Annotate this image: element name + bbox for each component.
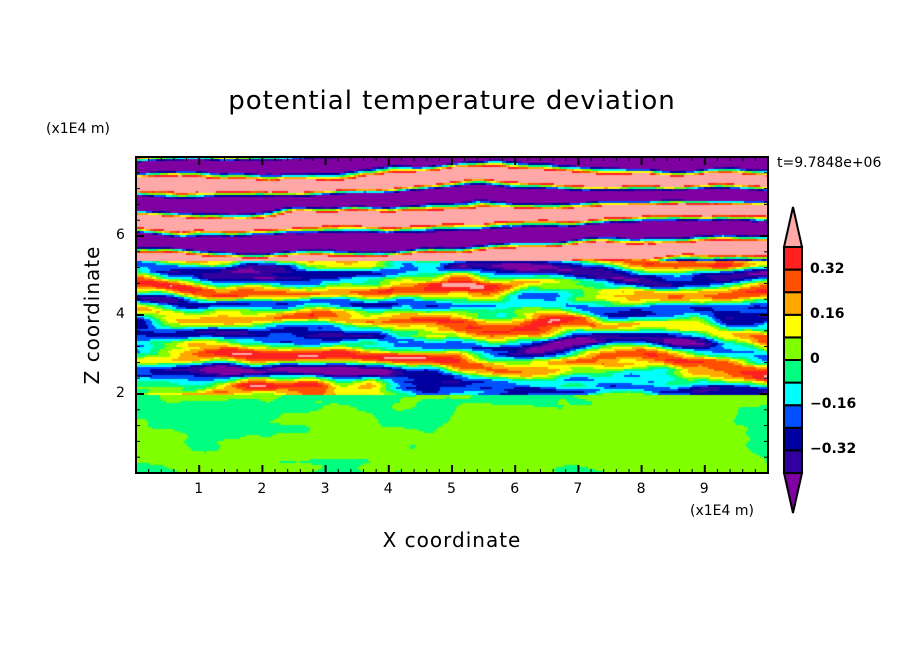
colorbar-label: 0.32 xyxy=(810,260,845,277)
colorbar-box xyxy=(783,404,803,429)
y-tick-label: 2 xyxy=(116,385,125,401)
colorbar-box xyxy=(783,291,803,316)
colorbar-box xyxy=(783,246,803,271)
chart-title: potential temperature deviation xyxy=(228,86,676,116)
colorbar-box xyxy=(783,426,803,452)
x-tick-label: 7 xyxy=(573,481,583,497)
colorbar-label: −0.16 xyxy=(810,396,857,413)
time-label: t=9.7848e+06 xyxy=(777,155,882,171)
y-axis-unit: (x1E4 m) xyxy=(46,121,110,137)
x-tick-label: 2 xyxy=(257,481,267,497)
colorbar-box xyxy=(783,336,803,361)
y-tick-label: 4 xyxy=(116,306,125,322)
x-tick-label: 9 xyxy=(699,481,709,497)
colorbar-box xyxy=(783,359,803,384)
colorbar-box xyxy=(783,449,803,474)
x-tick-label: 1 xyxy=(194,481,204,497)
colorbar-extend-high xyxy=(782,206,804,248)
x-tick-label: 4 xyxy=(383,481,393,497)
x-tick-label: 3 xyxy=(320,481,330,497)
colorbar-extend-low xyxy=(782,472,804,514)
x-axis-unit: (x1E4 m) xyxy=(690,503,754,519)
y-tick-label: 6 xyxy=(116,227,125,243)
colorbar-box xyxy=(783,313,803,339)
colorbar-box xyxy=(783,381,803,407)
x-tick-label: 8 xyxy=(636,481,646,497)
x-tick-label: 5 xyxy=(447,481,456,497)
x-tick-label: 6 xyxy=(510,481,520,497)
contour-field xyxy=(136,157,768,473)
colorbar-label: 0 xyxy=(810,351,820,367)
colorbar-label: 0.16 xyxy=(810,305,845,322)
y-axis-label: Z coordinate xyxy=(80,245,104,385)
x-axis-label: X coordinate xyxy=(382,528,522,552)
colorbar-label: −0.32 xyxy=(810,441,857,458)
plot-frame xyxy=(135,156,769,474)
colorbar-box xyxy=(783,268,803,294)
